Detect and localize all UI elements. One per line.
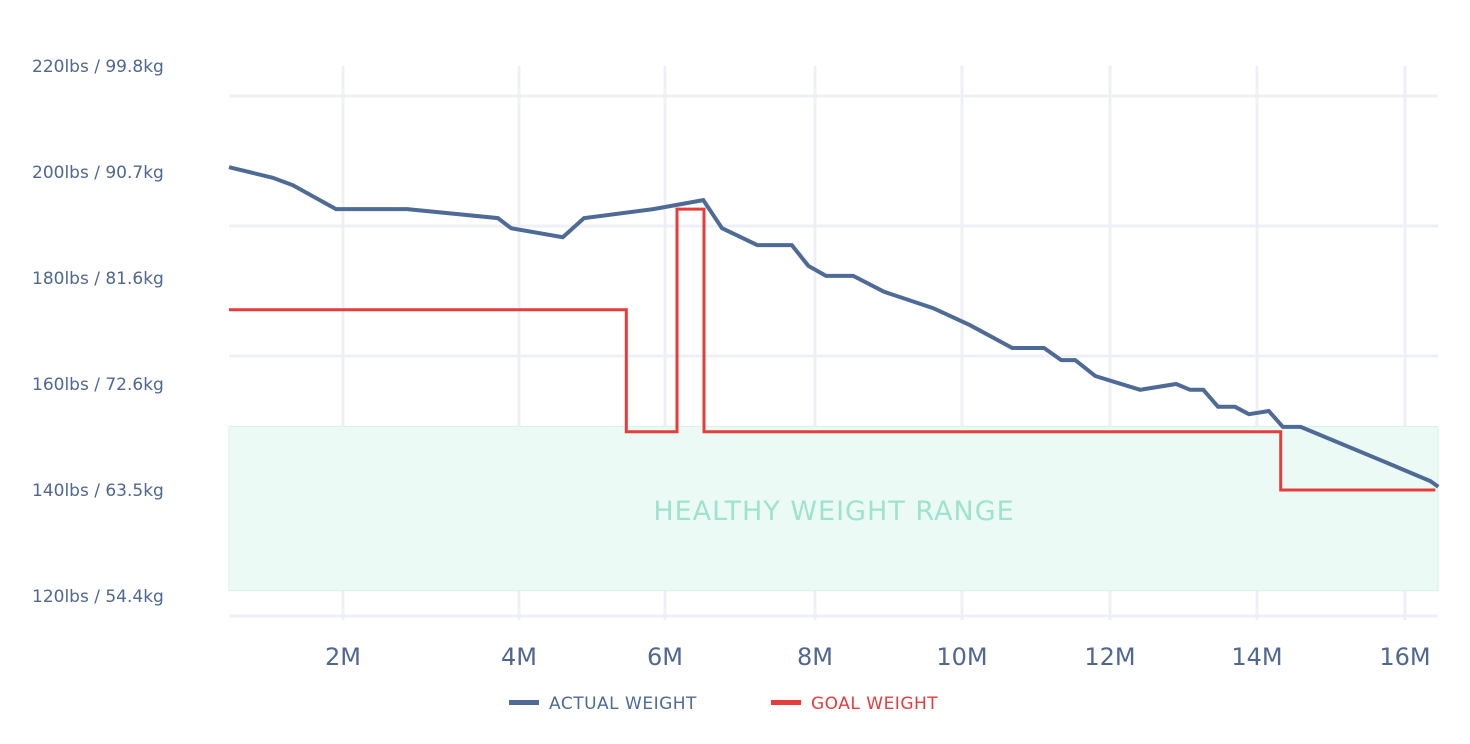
y-tick-label: 220lbs / 99.8kg — [32, 57, 164, 77]
series-actual-weight — [228, 165, 1440, 489]
x-tick-label: 16M — [1379, 643, 1430, 671]
x-axis: 2M 4M 6M 8M 10M 12M 14M 16M — [325, 643, 1431, 671]
series-line — [228, 165, 1440, 489]
series-lines — [228, 165, 1440, 492]
legend-swatch-goal — [771, 700, 801, 705]
y-tick-label: 180lbs / 81.6kg — [32, 269, 164, 289]
x-tick-label: 6M — [647, 643, 683, 671]
x-tick-label: 12M — [1084, 643, 1135, 671]
y-axis: 220lbs / 99.8kg 200lbs / 90.7kg 180lbs / 8… — [32, 57, 164, 607]
x-tick-label: 14M — [1231, 643, 1282, 671]
x-tick-label: 2M — [325, 643, 361, 671]
y-tick-label: 200lbs / 90.7kg — [32, 163, 164, 183]
legend-label-goal: GOAL WEIGHT — [811, 694, 938, 714]
y-tick-label: 140lbs / 63.5kg — [32, 481, 164, 501]
series-goal-weight — [228, 207, 1436, 492]
legend-label-actual: ACTUAL WEIGHT — [549, 694, 697, 714]
x-tick-label: 4M — [501, 643, 537, 671]
y-tick-label: 160lbs / 72.6kg — [32, 375, 164, 395]
x-tick-label: 8M — [797, 643, 833, 671]
y-tick-label: 120lbs / 54.4kg — [32, 587, 164, 607]
healthy-weight-band: HEALTHY WEIGHT RANGE — [228, 425, 1439, 592]
legend-item-goal[interactable]: GOAL WEIGHT — [771, 694, 938, 714]
series-line — [229, 207, 1436, 492]
legend-swatch-actual — [509, 700, 539, 705]
healthy-range-label: HEALTHY WEIGHT RANGE — [653, 496, 1014, 527]
x-tick-label: 10M — [936, 643, 987, 671]
legend: ACTUAL WEIGHT GOAL WEIGHT — [509, 694, 938, 714]
legend-item-actual[interactable]: ACTUAL WEIGHT — [509, 694, 697, 714]
healthy-range-rect — [228, 425, 1439, 592]
